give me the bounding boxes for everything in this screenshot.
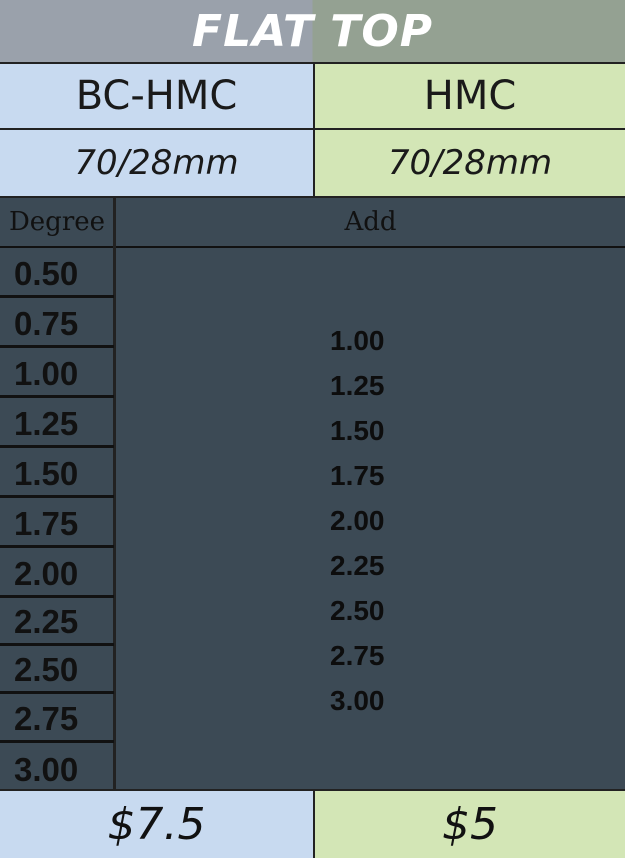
degree-cell: 2.00 — [0, 550, 114, 598]
degree-cell: 2.25 — [0, 598, 114, 646]
degree-cell: 1.75 — [0, 500, 114, 548]
degree-cell: 1.25 — [0, 400, 114, 448]
degree-cell: 3.00 — [14, 751, 79, 788]
degree-cell: 1.50 — [0, 450, 114, 498]
add-header: Add — [116, 198, 625, 248]
degree-header: Degree — [0, 198, 114, 248]
add-value: 1.00 — [330, 325, 385, 356]
column-size-hmc: 70/28mm — [315, 130, 625, 198]
price-hmc: $5 — [315, 791, 625, 858]
add-value: 2.50 — [330, 595, 385, 626]
add-value: 2.00 — [330, 505, 385, 536]
degree-cell: 1.00 — [0, 350, 114, 398]
add-list: 1.00 1.25 1.50 1.75 2.00 2.25 2.50 2.75 … — [330, 318, 450, 723]
degree-cell: 0.50 — [0, 250, 114, 298]
degree-column: 0.50 0.75 1.00 1.25 1.50 1.75 2.00 2.25 … — [0, 250, 114, 790]
add-value: 2.25 — [330, 550, 385, 581]
column-name-bc-hmc: BC-HMC — [0, 64, 313, 130]
degree-cell: 2.75 — [0, 695, 114, 743]
price-bc-hmc: $7.5 — [0, 791, 313, 858]
column-name-hmc: HMC — [315, 64, 625, 130]
footer-divider — [313, 791, 315, 858]
add-value: 1.50 — [330, 415, 385, 446]
add-value: 3.00 — [330, 685, 385, 716]
add-value: 1.75 — [330, 460, 385, 491]
degree-cell: 0.75 — [0, 300, 114, 348]
header-divider — [313, 64, 315, 198]
column-divider — [113, 198, 116, 790]
degree-cell: 2.50 — [0, 646, 114, 694]
add-value: 1.25 — [330, 370, 385, 401]
column-size-bc-hmc: 70/28mm — [0, 130, 313, 198]
add-value: 2.75 — [330, 640, 385, 671]
footer-top-border — [0, 789, 625, 791]
title-bar: FLAT TOP — [0, 0, 625, 64]
page-title: FLAT TOP — [192, 5, 433, 57]
